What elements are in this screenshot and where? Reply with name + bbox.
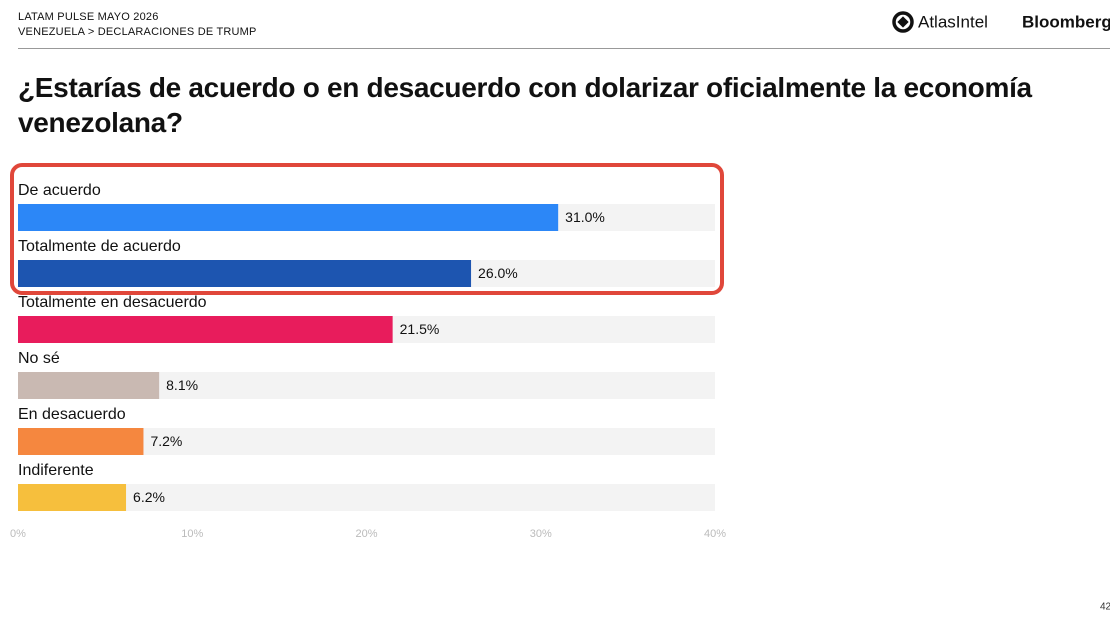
- atlas-logo-icon: [892, 11, 914, 33]
- bar: [18, 372, 160, 399]
- category-label: Indiferente: [18, 462, 94, 479]
- x-tick-label: 10%: [181, 528, 203, 540]
- bar: [18, 428, 144, 455]
- bar-track: [18, 484, 715, 511]
- category-label: Totalmente de acuerdo: [18, 238, 181, 255]
- value-label: 31.0%: [565, 209, 605, 225]
- atlas-logo-icon-core: [897, 16, 909, 28]
- bar: [18, 260, 472, 287]
- value-label: 7.2%: [150, 433, 182, 449]
- value-label: 26.0%: [478, 265, 518, 281]
- value-label: 6.2%: [133, 489, 165, 505]
- x-tick-label: 20%: [355, 528, 377, 540]
- category-label: Totalmente en desacuerdo: [18, 294, 207, 311]
- bloomberg-logo: Bloomberg: [1022, 12, 1110, 31]
- x-tick-label: 30%: [530, 528, 552, 540]
- x-tick-label: 0%: [10, 528, 26, 540]
- header-line-1: LATAM PULSE MAYO 2026: [18, 11, 159, 23]
- category-label: No sé: [18, 350, 60, 367]
- value-label: 21.5%: [400, 321, 440, 337]
- x-tick-label: 40%: [704, 528, 726, 540]
- page-number: 42: [1100, 602, 1110, 613]
- header-line-2: VENEZUELA > DECLARACIONES DE TRUMP: [18, 26, 257, 38]
- bar: [18, 316, 393, 343]
- highlight-box: [10, 163, 724, 295]
- category-label: En desacuerdo: [18, 406, 126, 423]
- chart-title: ¿Estarías de acuerdo o en desacuerdo con…: [18, 72, 1032, 138]
- bar: [18, 484, 127, 511]
- bar: [18, 204, 559, 231]
- category-label: De acuerdo: [18, 182, 101, 199]
- value-label: 8.1%: [166, 377, 198, 393]
- atlas-logo: AtlasIntel: [918, 12, 988, 31]
